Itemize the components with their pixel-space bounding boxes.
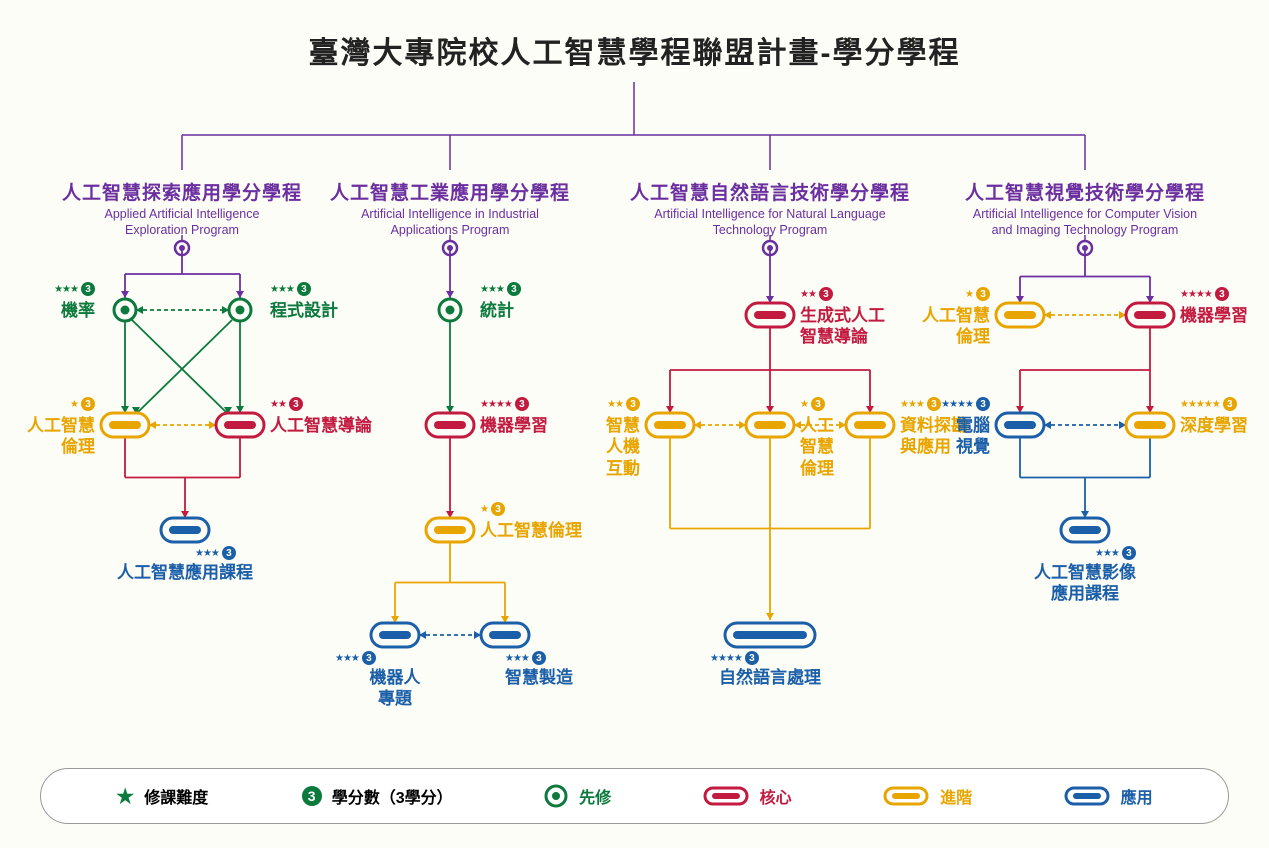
course-label-n7: 機器學習 <box>480 415 548 436</box>
course-label-n6: 統計 <box>480 300 514 321</box>
legend-advanced: 進階 <box>882 783 972 809</box>
course-label-n13: 人工智慧倫理 <box>800 415 834 479</box>
course-meta-n16: ★3 <box>965 287 990 301</box>
program-header-p3: 人工智慧自然語言技術學分學程Artificial Intelligence fo… <box>620 178 920 238</box>
legend-advanced-label: 進階 <box>940 784 972 808</box>
applied-icon <box>1063 783 1111 809</box>
credit-icon: 3 <box>302 786 322 806</box>
legend-difficulty: ★ 修課難度 <box>116 784 208 809</box>
course-meta-n8: ★3 <box>480 502 505 516</box>
course-meta-n2: ★★★3 <box>270 282 311 296</box>
course-meta-n1: ★★★3 <box>54 282 95 296</box>
legend-box: ★ 修課難度 3 學分數（3學分） 先修 核心 進階 應用 <box>40 768 1229 824</box>
course-meta-n17: ★★★★3 <box>1180 287 1229 301</box>
legend-credits: 3 學分數（3學分） <box>299 784 453 808</box>
course-meta-n6: ★★★3 <box>480 282 521 296</box>
course-label-n16: 人工智慧倫理 <box>922 305 990 348</box>
course-meta-n14: ★★★3 <box>900 397 941 411</box>
course-label-n1: 機率 <box>61 300 95 321</box>
course-label-n15: 自然語言處理 <box>690 667 850 688</box>
course-label-n3: 人工智慧倫理 <box>27 415 95 458</box>
star-icon: ★ <box>116 784 134 809</box>
course-meta-n15: ★★★★3 <box>710 651 759 665</box>
advanced-icon <box>882 783 930 809</box>
course-meta-n20: ★★★3 <box>1095 546 1136 560</box>
course-meta-n19: ★★★★★3 <box>1180 397 1237 411</box>
course-meta-n10: ★★★3 <box>505 651 546 665</box>
program-header-p1: 人工智慧探索應用學分學程Applied Artificial Intellige… <box>32 178 332 238</box>
course-meta-n11: ★★3 <box>800 287 833 301</box>
course-label-n19: 深度學習 <box>1180 415 1248 436</box>
legend-prereq: 先修 <box>543 783 611 809</box>
legend-difficulty-label: 修課難度 <box>144 784 208 808</box>
course-label-n18: 電腦視覺 <box>956 415 990 458</box>
program-header-p4: 人工智慧視覺技術學分學程Artificial Intelligence for … <box>935 178 1235 238</box>
course-label-n9: 機器人專題 <box>315 667 475 710</box>
diagram-title: 臺灣大專院校人工智慧學程聯盟計畫-學分學程 <box>0 28 1269 72</box>
course-label-n8: 人工智慧倫理 <box>480 520 582 541</box>
course-label-n4: 人工智慧導論 <box>270 415 372 436</box>
course-meta-n13: ★3 <box>800 397 825 411</box>
course-label-n5: 人工智慧應用課程 <box>105 562 265 583</box>
course-label-n17: 機器學習 <box>1180 305 1248 326</box>
course-label-n20: 人工智慧影像應用課程 <box>1005 562 1165 605</box>
legend-applied-label: 應用 <box>1121 784 1153 808</box>
course-meta-n7: ★★★★3 <box>480 397 529 411</box>
course-meta-n12: ★★3 <box>607 397 640 411</box>
course-meta-n9: ★★★3 <box>335 651 376 665</box>
course-meta-n3: ★3 <box>70 397 95 411</box>
course-label-n12: 智慧人機互動 <box>606 415 640 479</box>
legend-core-label: 核心 <box>760 784 792 808</box>
core-icon <box>702 783 750 809</box>
course-label-n2: 程式設計 <box>270 300 338 321</box>
course-meta-n5: ★★★3 <box>195 546 236 560</box>
course-label-n10: 智慧製造 <box>505 667 573 688</box>
legend-applied: 應用 <box>1063 783 1153 809</box>
legend-credits-label: 學分數（3學分） <box>332 784 453 808</box>
program-header-p2: 人工智慧工業應用學分學程Artificial Intelligence in I… <box>300 178 600 238</box>
course-meta-n18: ★★★★3 <box>941 397 990 411</box>
legend-core: 核心 <box>702 783 792 809</box>
course-meta-n4: ★★3 <box>270 397 303 411</box>
prereq-icon <box>543 783 569 809</box>
course-label-n11: 生成式人工智慧導論 <box>800 305 885 348</box>
legend-prereq-label: 先修 <box>579 784 611 808</box>
